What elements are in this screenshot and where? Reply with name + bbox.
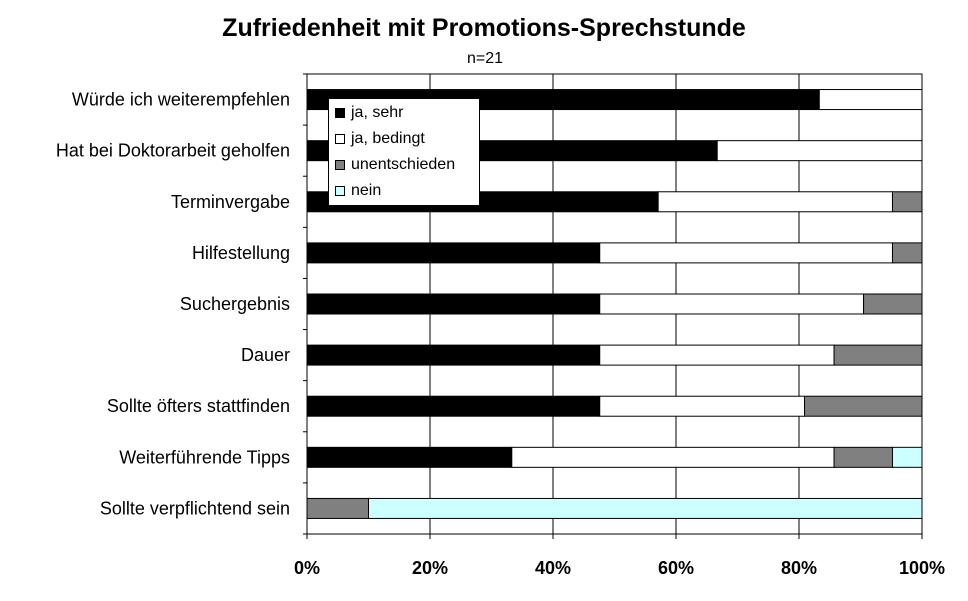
bar-segment (511, 446, 835, 468)
x-tick-label: 80% (781, 558, 817, 578)
x-tick-label: 20% (412, 558, 448, 578)
bar-segment (818, 89, 923, 111)
bar-segment (599, 293, 865, 315)
legend-label: nein (351, 182, 382, 199)
bar-segment (833, 446, 893, 468)
x-tick-label: 60% (658, 558, 694, 578)
bar-segment (306, 395, 601, 417)
category-label: Hat bei Doktorarbeit geholfen (56, 141, 290, 161)
legend: ja, sehr ja, bedingt unentschieden nein (328, 98, 480, 206)
category-label: Weiterführende Tipps (119, 447, 290, 467)
category-label: Suchergebnis (180, 294, 290, 314)
bar-segment (306, 344, 601, 366)
bar-segment (306, 242, 601, 264)
bar-segment (306, 497, 369, 519)
bar-layer (306, 89, 923, 519)
bar-segment (891, 446, 923, 468)
bar-segment (599, 242, 893, 264)
legend-label: ja, bedingt (351, 130, 425, 147)
bar-segment (891, 242, 923, 264)
legend-item: unentschieden (329, 156, 479, 182)
bar-segment (657, 191, 893, 213)
bar-segment (368, 497, 923, 519)
bar-segment (306, 446, 513, 468)
legend-swatch (335, 160, 345, 170)
bar-segment (716, 140, 923, 162)
x-tick-label: 40% (535, 558, 571, 578)
category-label: Terminvergabe (171, 192, 290, 212)
chart-subtitle: n=21 (466, 50, 504, 67)
category-label: Hilfestellung (192, 243, 290, 263)
legend-label: ja, sehr (351, 104, 404, 121)
bar-segment (599, 344, 835, 366)
legend-item: ja, sehr (329, 104, 479, 130)
bar-segment (599, 395, 806, 417)
bar-segment (863, 293, 923, 315)
chart-title: Zufriedenheit mit Promotions-Sprechstund… (222, 14, 746, 42)
category-label: Sollte öfters stattfinden (107, 396, 290, 416)
bar-segment (891, 191, 923, 213)
bar-segment (804, 395, 923, 417)
x-tick-label: 100% (899, 558, 945, 578)
legend-swatch (335, 186, 345, 196)
category-label: Würde ich weiterempfehlen (72, 90, 290, 110)
legend-item: ja, bedingt (329, 130, 479, 156)
legend-item: nein (329, 182, 479, 208)
legend-label: unentschieden (351, 156, 456, 173)
bar-segment (306, 293, 601, 315)
x-tick-label: 0% (294, 558, 320, 578)
bar-segment (833, 344, 923, 366)
category-label: Dauer (241, 345, 290, 365)
legend-swatch (335, 108, 345, 118)
axis-layer: Würde ich weiterempfehlen Hat bei Doktora… (56, 73, 945, 578)
legend-swatch (335, 134, 345, 144)
category-label: Sollte verpflichtend sein (100, 498, 290, 518)
